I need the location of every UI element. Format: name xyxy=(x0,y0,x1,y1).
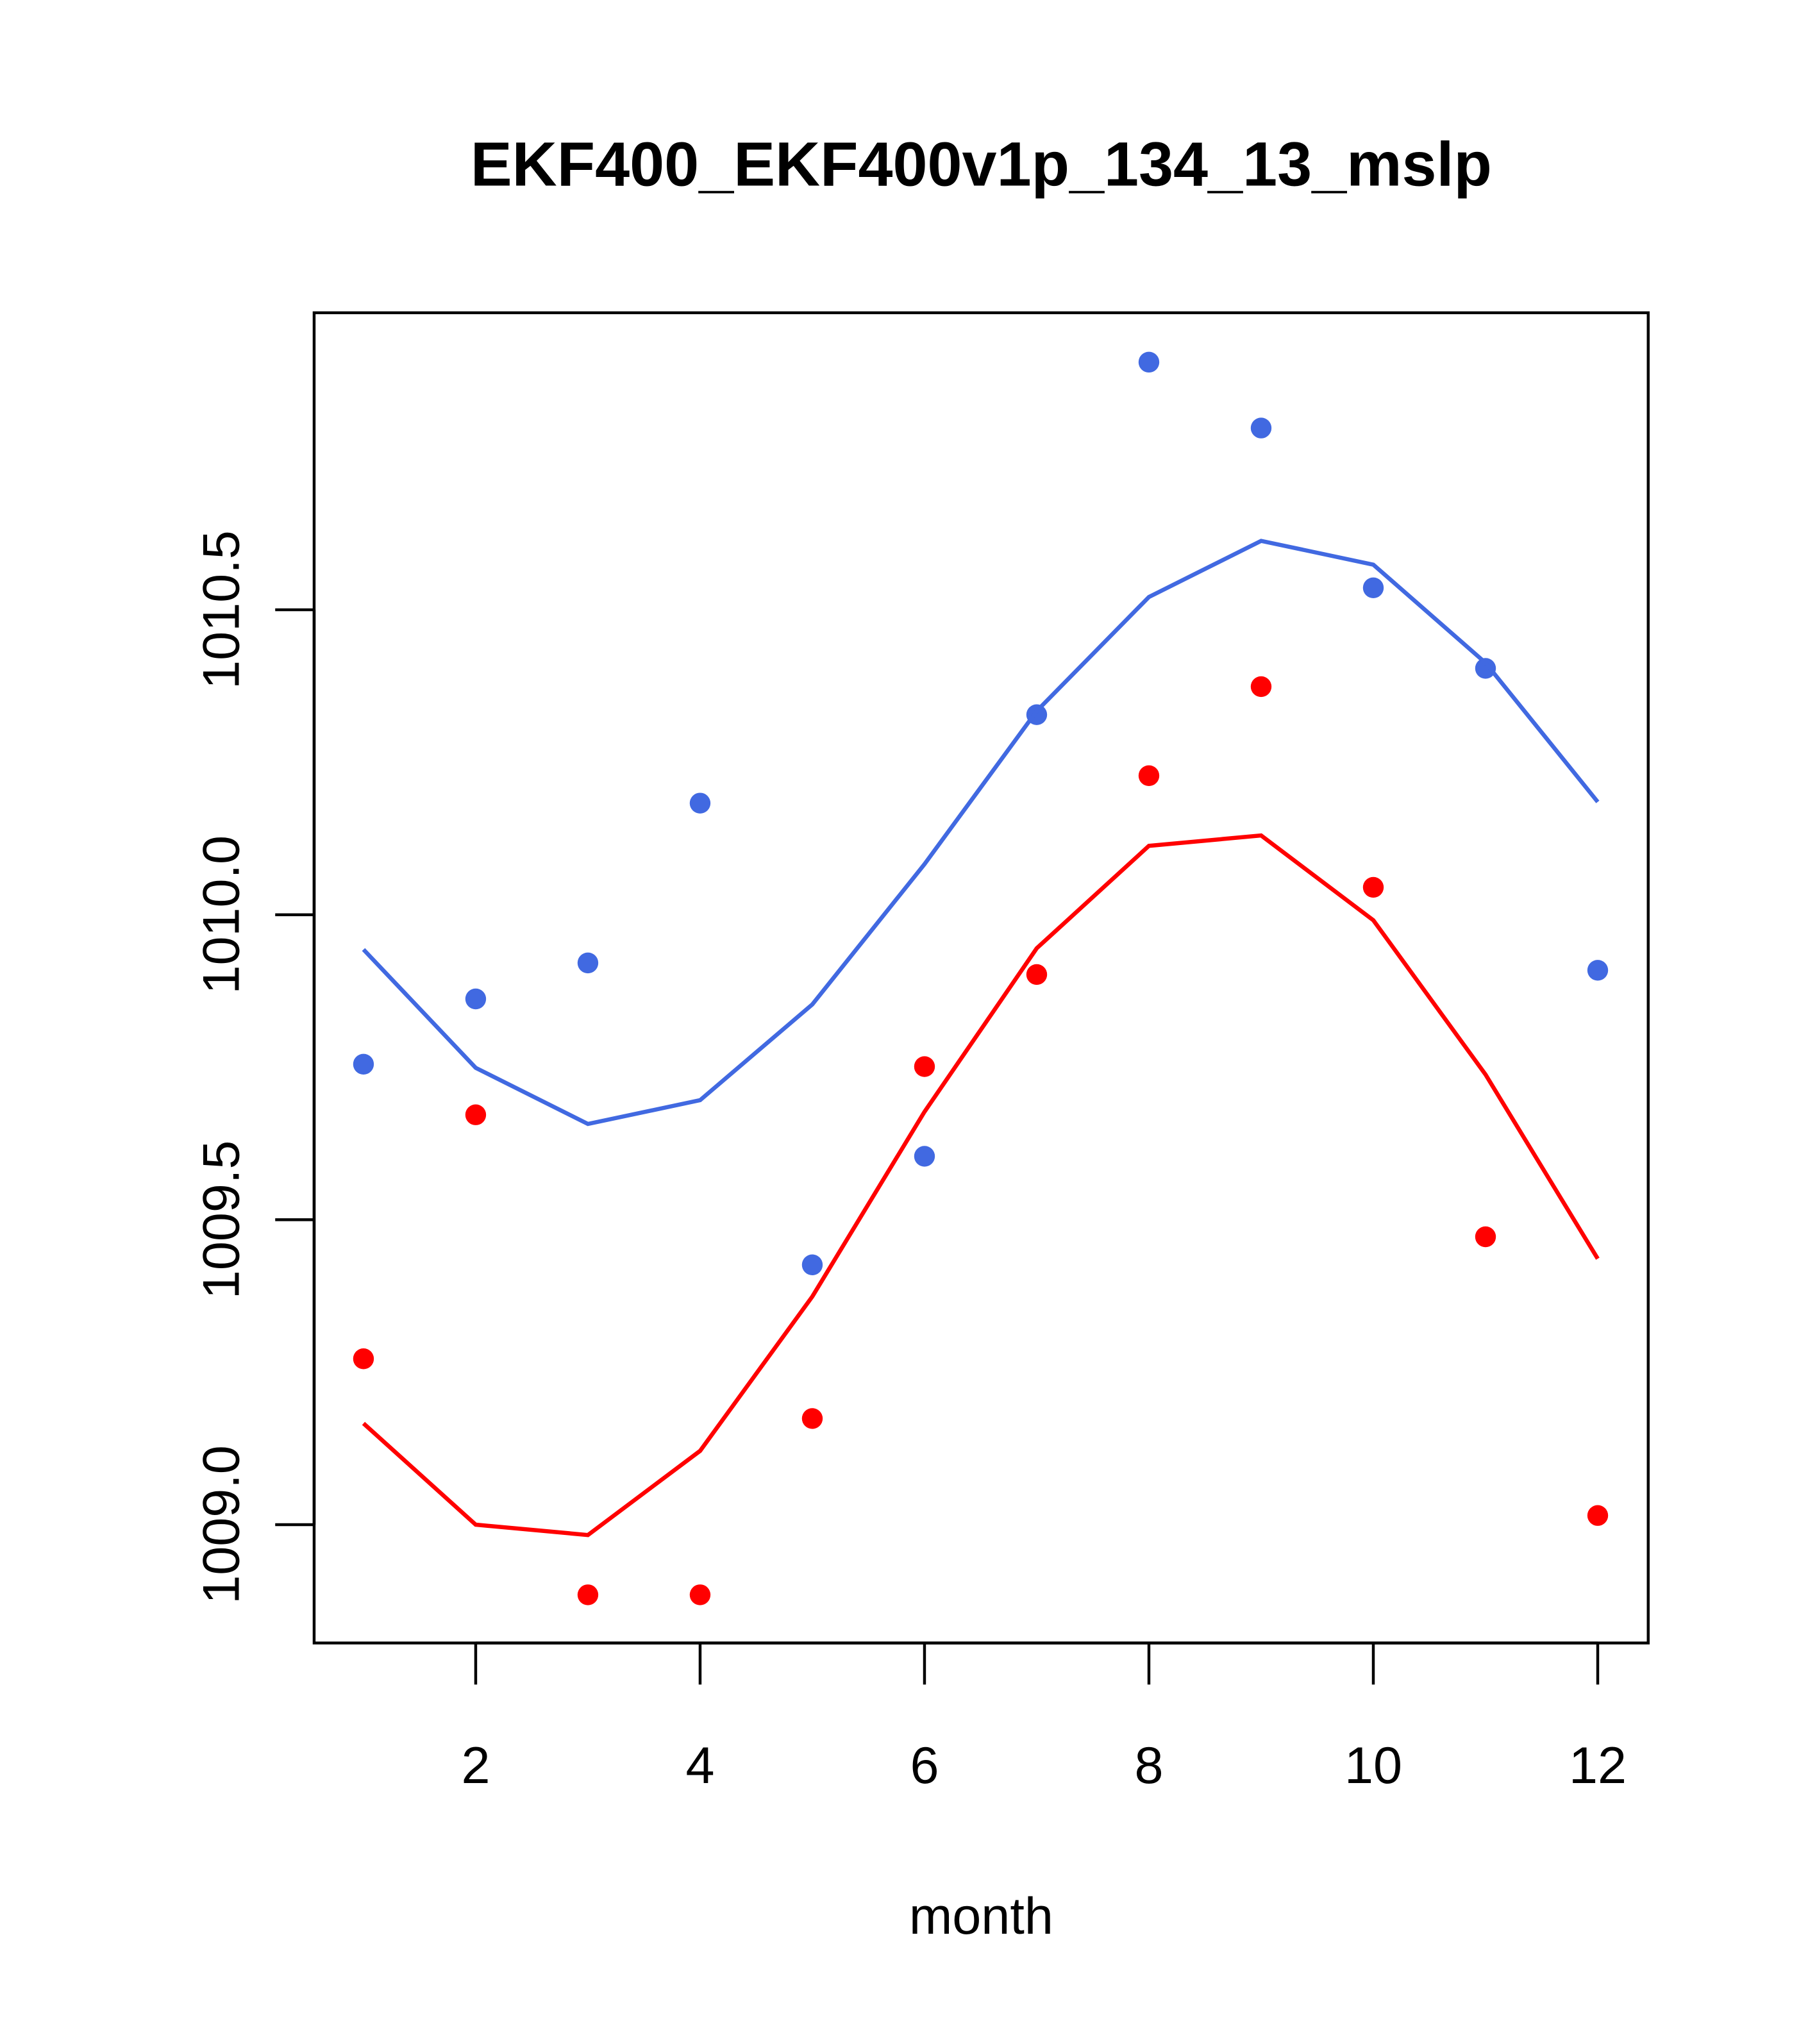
blue-point xyxy=(353,1053,374,1075)
y-tick-label: 1009.5 xyxy=(193,1141,251,1300)
y-tick-label: 1010.5 xyxy=(193,530,251,689)
x-tick-label: 2 xyxy=(461,1737,490,1795)
x-axis-label: month xyxy=(909,1888,1053,1945)
series-layer xyxy=(353,351,1609,1605)
red-point xyxy=(914,1056,935,1077)
red-point xyxy=(353,1348,374,1370)
red-point xyxy=(689,1584,711,1605)
x-tick-label: 10 xyxy=(1344,1737,1402,1795)
blue-line-series xyxy=(362,539,1600,1127)
blue-point xyxy=(465,988,487,1010)
red-point xyxy=(801,1408,823,1429)
y-tick-label: 1010.0 xyxy=(193,835,251,994)
blue-point xyxy=(914,1146,935,1167)
red-point xyxy=(465,1104,487,1125)
x-axis: 2 4 6 8 10 12 xyxy=(461,1641,1627,1795)
blue-point xyxy=(689,792,711,814)
red-line-series xyxy=(362,833,1600,1537)
blue-point xyxy=(1250,417,1272,439)
red-point xyxy=(1587,1505,1609,1526)
red-point xyxy=(1475,1226,1496,1248)
blue-point xyxy=(1362,577,1384,599)
blue-point xyxy=(801,1254,823,1275)
red-point xyxy=(1138,765,1160,787)
red-point xyxy=(577,1584,599,1605)
blue-point xyxy=(1138,351,1160,373)
x-tick-label: 8 xyxy=(1134,1737,1163,1795)
red-point xyxy=(1362,876,1384,898)
x-tick-label: 12 xyxy=(1569,1737,1627,1795)
red-point xyxy=(1026,964,1048,985)
x-tick-label: 4 xyxy=(685,1737,714,1795)
x-tick-label: 6 xyxy=(910,1737,939,1795)
chart-title: EKF400_EKF400v1p_134_13_mslp xyxy=(471,129,1492,199)
red-point xyxy=(1250,676,1272,698)
blue-point xyxy=(1587,960,1609,981)
y-tick-label: 1009.0 xyxy=(193,1445,251,1604)
blue-point xyxy=(577,952,599,974)
blue-point xyxy=(1475,658,1496,679)
plot-frame xyxy=(312,311,1650,1645)
y-axis: 1009.0 1009.5 1010.0 1010.5 xyxy=(193,530,316,1604)
